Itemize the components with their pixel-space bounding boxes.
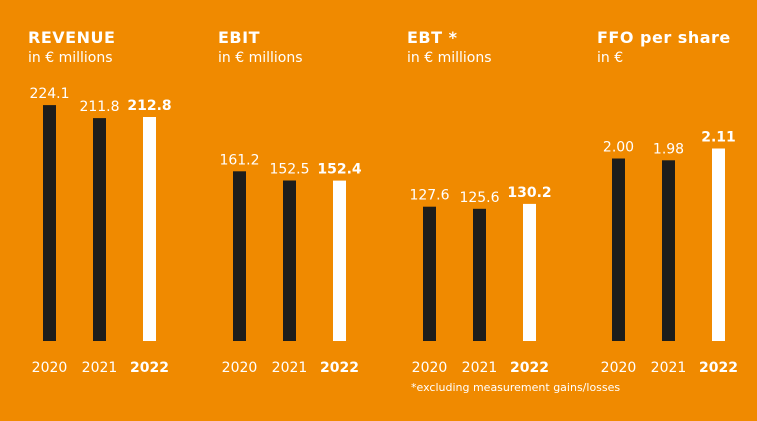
- ffo-year-label-2021: 2021: [651, 360, 687, 376]
- ebit-year-label-2022: 2022: [320, 360, 359, 376]
- revenue-value-label-2021: 211.8: [79, 99, 119, 115]
- ebit-chart-title: EBIT: [218, 28, 260, 47]
- ebt-year-label-2020: 2020: [412, 360, 448, 376]
- ebt-bar-2020: [423, 206, 436, 341]
- ffo-chart: 2.00 2020 1.98 2021 2.11 2022: [601, 130, 738, 377]
- revenue-year-label-2022: 2022: [130, 360, 169, 376]
- ebit-value-label-2020: 161.2: [219, 152, 259, 168]
- ffo-chart-title: FFO per share: [597, 28, 731, 47]
- ebt-chart-unit: in € millions: [407, 50, 492, 66]
- revenue-bar-2022: [143, 117, 156, 341]
- revenue-value-label-2022: 212.8: [127, 98, 171, 114]
- ffo-bar-2022: [712, 148, 725, 341]
- revenue-year-label-2020: 2020: [32, 360, 68, 376]
- ebit-chart: 161.2 2020 152.5 2021 152.4 2022: [219, 152, 361, 376]
- ffo-bar-2021: [662, 160, 675, 341]
- revenue-bar-2021: [93, 118, 106, 341]
- ebt-year-label-2022: 2022: [510, 360, 549, 376]
- ebt-year-label-2021: 2021: [462, 360, 498, 376]
- ebit-year-label-2021: 2021: [272, 360, 308, 376]
- ebt-bar-2021: [473, 208, 486, 341]
- ebt-chart-title: EBT *: [407, 28, 458, 47]
- revenue-chart-title: REVENUE: [28, 28, 116, 47]
- ebt-value-label-2022: 130.2: [507, 185, 551, 201]
- revenue-year-label-2021: 2021: [82, 360, 118, 376]
- ebt-chart: 127.6 2020 125.6 2021 130.2 2022: [409, 185, 551, 376]
- ebit-value-label-2022: 152.4: [317, 162, 362, 178]
- ffo-year-label-2022: 2022: [699, 360, 738, 376]
- revenue-value-label-2020: 224.1: [29, 86, 69, 102]
- ebt-value-label-2021: 125.6: [459, 190, 499, 206]
- ffo-year-label-2020: 2020: [601, 360, 637, 376]
- ebit-bar-2022: [333, 180, 346, 341]
- ffo-value-label-2022: 2.11: [701, 130, 736, 146]
- ffo-chart-unit: in €: [597, 50, 624, 66]
- revenue-chart: 224.1 2020 211.8 2021 212.8 2022: [29, 86, 171, 376]
- ffo-bar-2020: [612, 158, 625, 341]
- ebit-bar-2020: [233, 171, 246, 341]
- ebit-value-label-2021: 152.5: [269, 162, 309, 178]
- ffo-value-label-2020: 2.00: [603, 140, 634, 156]
- ebit-bar-2021: [283, 180, 296, 341]
- revenue-chart-unit: in € millions: [28, 50, 113, 66]
- ebit-chart-unit: in € millions: [218, 50, 303, 66]
- ebt-bar-2022: [523, 203, 536, 341]
- revenue-bar-2020: [43, 105, 56, 341]
- ffo-value-label-2021: 1.98: [653, 141, 684, 157]
- ebt-value-label-2020: 127.6: [409, 188, 449, 204]
- ebt-footnote: *excluding measurement gains/losses: [411, 381, 621, 394]
- ebit-year-label-2020: 2020: [222, 360, 258, 376]
